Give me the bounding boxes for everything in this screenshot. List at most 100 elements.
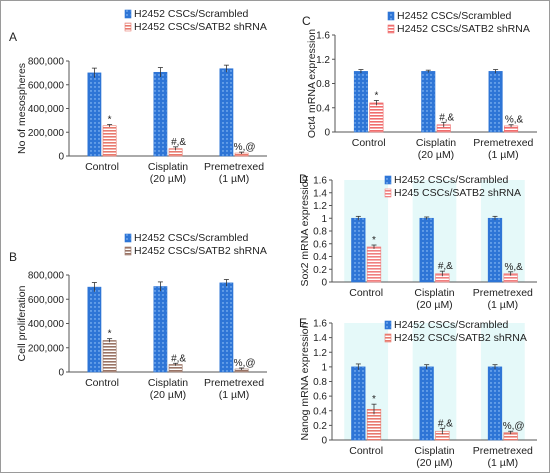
y-axis-label: Cell proliferation	[16, 285, 28, 361]
y-tick-label: 400,000	[28, 319, 65, 330]
y-tick-label: 0.6	[313, 392, 327, 403]
legend-swatch	[124, 233, 132, 243]
significance-label: %,@	[503, 421, 525, 432]
y-tick-label: 0.2	[313, 421, 327, 432]
y-tick-label: 200,000	[28, 343, 65, 354]
y-tick-label: 0.4	[313, 252, 327, 263]
y-tick-label: 0.6	[313, 239, 327, 250]
x-category-label: (20 µM)	[416, 457, 452, 469]
bar-series-2	[102, 340, 117, 373]
y-tick-label: 0.8	[313, 227, 327, 238]
significance-label: *	[108, 329, 112, 340]
x-category-label: Premetrexed	[473, 287, 533, 299]
x-category-label: (1 µM)	[488, 149, 519, 161]
significance-label: #,&	[171, 353, 186, 364]
significance-label: #,&	[438, 418, 453, 429]
x-category-label: Control	[85, 161, 119, 173]
significance-label: *	[374, 90, 378, 101]
x-category-label: (20 µM)	[150, 389, 186, 401]
x-category-label: Control	[349, 287, 383, 299]
x-category-label: Control	[85, 377, 119, 389]
legend-swatch	[387, 11, 395, 21]
y-tick-label: 0.8	[316, 79, 330, 90]
y-tick-label: 600,000	[28, 295, 65, 306]
bar-series-1	[353, 71, 368, 133]
significance-label: %,@	[234, 358, 256, 369]
x-category-label: Premetrexed	[204, 161, 264, 173]
y-tick-label: 800,000	[28, 271, 65, 282]
y-tick-label: 0	[321, 278, 327, 289]
x-category-label: Cisplatin	[148, 377, 188, 389]
y-tick-label: 1.2	[313, 201, 327, 212]
significance-label: #,&	[439, 112, 454, 123]
y-tick-label: 0.8	[313, 377, 327, 388]
legend-swatch	[384, 175, 392, 185]
y-tick-label: 600,000	[28, 80, 65, 91]
x-category-label: Premetrexed	[473, 445, 533, 457]
legend-label: H2452 CSCs/Scrambled	[394, 174, 509, 186]
x-category-label: (1 µM)	[488, 299, 519, 311]
x-category-label: Control	[352, 137, 386, 149]
y-axis-label: Nanog mRNA expression	[299, 322, 311, 440]
bar-series-2	[102, 125, 117, 157]
legend-label: H245 CSCs/SATB2 shRNA	[394, 187, 521, 199]
x-category-label: Cisplatin	[414, 287, 454, 299]
y-axis-label: Oct4 mRNA expression	[306, 29, 318, 138]
bar-series-1	[219, 282, 234, 373]
y-tick-label: 1.4	[313, 188, 327, 199]
y-tick-label: 0	[324, 128, 330, 139]
y-tick-label: 1.6	[313, 319, 327, 330]
legend-label: H2452 CSCs/Scrambled	[394, 319, 509, 331]
x-category-label: (20 µM)	[150, 173, 186, 185]
y-tick-label: 1.6	[316, 31, 330, 42]
x-category-label: Premetrexed	[204, 377, 264, 389]
bar-series-1	[351, 217, 366, 283]
bar-series-2	[366, 246, 382, 283]
legend-swatch	[124, 22, 132, 32]
bar-series-1	[419, 217, 434, 283]
x-category-label: (20 µM)	[418, 149, 454, 161]
y-tick-label: 1	[321, 362, 327, 373]
y-tick-label: 0	[321, 436, 327, 447]
panel-label: C	[302, 14, 311, 28]
bar-series-1	[487, 366, 503, 441]
significance-label: %,&	[504, 262, 523, 273]
panel-label: D	[299, 172, 308, 186]
y-axis-label: No of mesospheres	[16, 63, 28, 154]
x-category-label: (1 µM)	[219, 389, 250, 401]
legend-swatch	[384, 333, 392, 343]
bar-series-1	[351, 366, 366, 441]
significance-label: %,&	[505, 115, 524, 126]
y-tick-label: 400,000	[28, 104, 65, 115]
y-tick-label: 1.4	[313, 333, 327, 344]
x-category-label: Cisplatin	[416, 137, 456, 149]
x-category-label: (20 µM)	[416, 299, 452, 311]
legend-swatch	[387, 24, 395, 34]
y-tick-label: 1.2	[316, 55, 330, 66]
x-category-label: (1 µM)	[219, 173, 250, 185]
bar-series-2	[369, 102, 384, 133]
significance-label: #,&	[438, 261, 453, 272]
legend-swatch	[384, 320, 392, 330]
legend-label: H2452 CSCs/Scrambled	[134, 8, 249, 20]
x-category-label: Cisplatin	[148, 161, 188, 173]
group-band	[344, 323, 389, 440]
legend-label: H2452 CSCs/Scrambled	[397, 10, 512, 22]
panel-a: A No of mesospheres 0 200,000 400,000 600,000…	[9, 8, 267, 185]
x-category-label: Premetrexed	[473, 137, 533, 149]
significance-label: %,@	[234, 142, 256, 153]
y-tick-label: 800,000	[28, 57, 65, 68]
bar-series-1	[87, 72, 102, 157]
y-tick-label: 1	[321, 214, 327, 225]
panel-label: A	[9, 30, 17, 44]
legend-swatch	[124, 246, 132, 256]
legend-label: H2452 CSCs/SATB2 shRNA	[134, 245, 267, 257]
bar-series-1	[219, 68, 234, 157]
significance-label: *	[108, 115, 112, 126]
y-tick-label: 1.6	[313, 176, 327, 187]
x-category-label: (1 µM)	[488, 457, 519, 469]
bar-series-1	[153, 71, 168, 157]
